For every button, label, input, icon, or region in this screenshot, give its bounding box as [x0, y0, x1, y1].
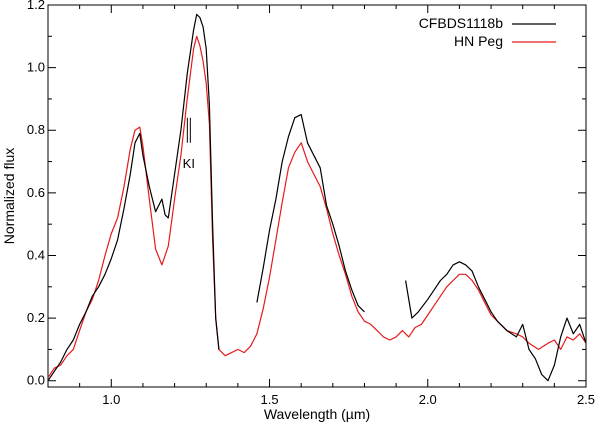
legend-label-cfbds1118b: CFBDS1118b — [419, 15, 504, 31]
y-axis-label: Normalized flux — [1, 148, 17, 244]
y-tick-label: 1.0 — [27, 60, 45, 75]
series-line-cfbds1118b — [405, 261, 587, 382]
y-tick-label: 1.2 — [27, 0, 45, 12]
series-line-cfbds1118b — [47, 13, 220, 382]
series-layer — [47, 13, 587, 382]
y-tick-label: 0.0 — [27, 373, 45, 388]
x-tick-label: 1.0 — [102, 392, 120, 407]
y-tick-label: 0.8 — [27, 122, 45, 137]
x-tick-label: 2.5 — [577, 392, 595, 407]
series-line-cfbds1118b — [256, 114, 365, 313]
x-tick-label: 1.5 — [260, 392, 278, 407]
y-tick-label: 0.6 — [27, 185, 45, 200]
axis-tick-labels: 1.0 1.5 2.0 2.5 0.0 0.2 0.4 0.6 0.8 1.0 1.2 — [27, 0, 595, 407]
y-tick-label: 0.2 — [27, 310, 45, 325]
x-tick-label: 2.0 — [419, 392, 437, 407]
annotation-layer: KI — [183, 117, 195, 171]
y-tick-label: 0.4 — [27, 247, 45, 262]
legend: CFBDS1118b HN Peg — [419, 15, 556, 49]
legend-label-hn-peg: HN Peg — [454, 33, 503, 49]
ki-annotation: KI — [183, 156, 195, 171]
x-axis-label: Wavelength (µm) — [264, 406, 370, 422]
plot-frame — [47, 4, 587, 388]
axis-ticks — [47, 4, 587, 387]
series-line-hn-peg — [47, 35, 587, 378]
